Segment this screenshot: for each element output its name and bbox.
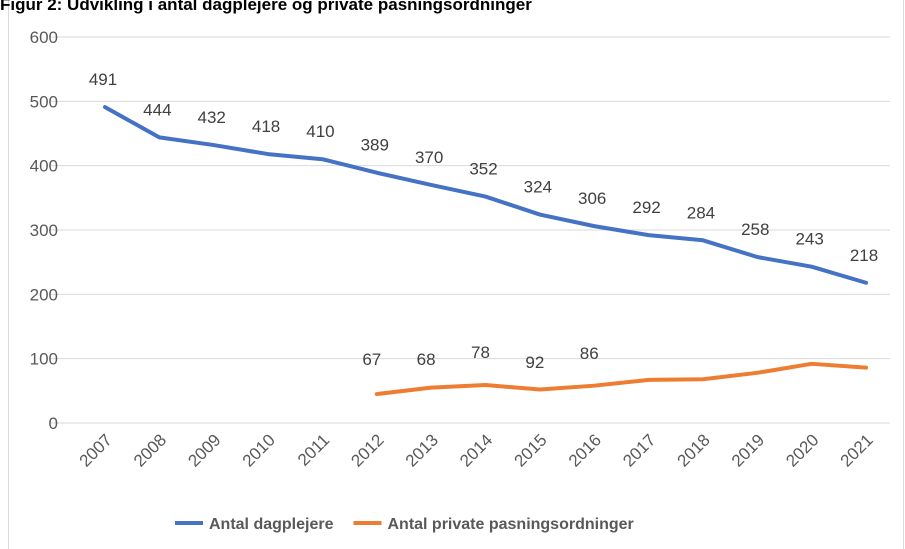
x-tick-label: 2014 [456,430,496,470]
data-label: 284 [687,203,715,222]
data-label: 418 [252,117,280,136]
x-tick-label: 2009 [184,430,224,470]
data-label: 389 [361,136,389,155]
data-label: 218 [850,246,878,265]
y-tick-label: 500 [30,92,58,111]
x-tick-label: 2015 [511,430,551,470]
x-tick-label: 2017 [619,430,659,470]
data-label: 370 [415,148,443,167]
y-tick-label: 400 [30,157,58,176]
series-line [374,361,868,397]
x-tick-label: 2010 [239,430,279,470]
y-tick-label: 100 [30,350,58,369]
data-label: 410 [306,122,334,141]
x-tick-label: 2020 [782,430,822,470]
x-tick-label: 2021 [837,430,877,470]
data-label: 444 [143,100,171,119]
chart-frame [8,0,904,549]
x-tick-label: 2011 [294,430,333,469]
data-label: 86 [580,344,599,363]
chart-title: Figur 2: Udvikling i antal dagplejere og… [0,0,532,14]
data-label: 292 [632,198,660,217]
series-line [103,105,868,285]
data-label: 67 [362,350,381,369]
x-tick-label: 2016 [565,430,605,470]
legend-label: Antal dagplejere [209,516,334,533]
data-label: 243 [795,230,823,249]
data-label: 258 [741,220,769,239]
x-tick-label: 2007 [76,430,116,470]
x-tick-label: 2013 [402,430,442,470]
data-label: 68 [417,350,436,369]
data-label: 491 [89,70,117,89]
data-label: 352 [469,160,497,179]
data-label: 306 [578,189,606,208]
y-tick-label: 0 [49,414,58,433]
data-label: 324 [524,178,552,197]
legend-label: Antal private pasningsordninger [387,516,633,533]
x-tick-label: 2008 [130,430,170,470]
x-tick-label: 2019 [728,430,768,470]
data-label: 92 [525,353,544,372]
data-label: 78 [471,343,490,362]
y-tick-label: 300 [30,221,58,240]
y-tick-label: 600 [30,28,58,47]
y-tick-label: 200 [30,285,58,304]
x-tick-label: 2018 [674,430,714,470]
x-tick-label: 2012 [347,430,387,470]
data-label: 432 [198,108,226,127]
